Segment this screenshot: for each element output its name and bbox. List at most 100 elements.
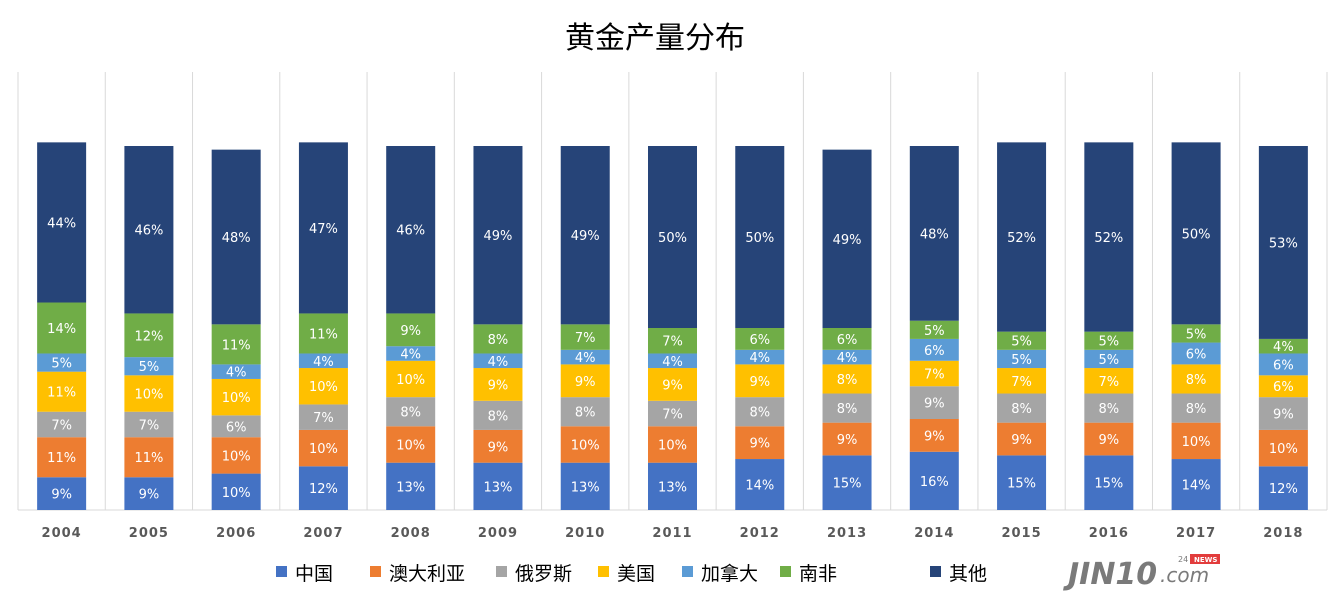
legend-swatch — [598, 566, 609, 577]
bar-segment — [473, 324, 523, 354]
data-label: 10% — [571, 438, 600, 453]
bar-segment — [735, 364, 785, 398]
data-label: 46% — [134, 224, 163, 239]
bar-segment — [37, 477, 87, 510]
bar-segment — [560, 397, 610, 427]
x-axis-ticks: 2004 2005 2006 2007 2008 2009 2010 2011 2012 2013… — [42, 526, 1303, 541]
bar-segment — [735, 328, 785, 350]
data-label: 49% — [484, 229, 513, 244]
data-label: 13% — [484, 480, 513, 495]
bar-segment — [37, 353, 87, 372]
legend-swatch — [276, 566, 287, 577]
bar-segment — [1171, 342, 1221, 365]
data-label: 10% — [396, 438, 425, 453]
logo-suffix: .com — [1160, 563, 1209, 587]
data-label: 8% — [837, 402, 858, 417]
bar-segment — [473, 462, 523, 510]
data-label: 14% — [1182, 479, 1211, 494]
data-label: 9% — [139, 488, 160, 503]
data-label: 8% — [1186, 373, 1207, 388]
bar-segment — [298, 429, 348, 467]
bar-segment — [560, 146, 610, 325]
data-label: 8% — [837, 373, 858, 388]
data-label: 7% — [1011, 375, 1032, 390]
x-tick-label: 2010 — [565, 526, 605, 541]
bar-segment — [648, 462, 697, 510]
legend-swatch — [496, 566, 507, 577]
data-label: 13% — [658, 480, 687, 495]
data-label: 7% — [313, 411, 334, 426]
data-label: 50% — [745, 231, 774, 246]
bar-segment — [997, 393, 1047, 423]
data-label: 47% — [309, 222, 338, 237]
bar-segment — [822, 422, 872, 456]
data-label: 6% — [1273, 358, 1294, 373]
data-label: 52% — [1094, 231, 1123, 246]
bar-segment — [909, 338, 959, 361]
bar-segment — [997, 349, 1047, 369]
bar-segment — [1258, 466, 1308, 510]
bar-segment — [735, 146, 785, 328]
data-label: 8% — [575, 406, 596, 421]
data-label: 9% — [749, 437, 770, 452]
bar-segment — [1084, 368, 1134, 394]
data-label: 9% — [51, 488, 72, 503]
data-label: 4% — [749, 351, 770, 366]
bar-segment — [124, 357, 174, 376]
bar-segment — [1084, 393, 1134, 423]
bar-segment — [909, 320, 959, 339]
bar-segment — [560, 364, 610, 398]
data-label: 7% — [139, 418, 160, 433]
bar-segment — [822, 455, 872, 510]
bar-segment — [386, 346, 436, 361]
data-label: 15% — [1007, 477, 1036, 492]
bar-segment — [386, 313, 436, 347]
data-label: 7% — [51, 418, 72, 433]
data-label: 8% — [1011, 402, 1032, 417]
data-label: 5% — [1186, 327, 1207, 342]
bar-segment — [735, 426, 785, 460]
x-tick-label: 2008 — [391, 526, 431, 541]
data-label: 4% — [575, 351, 596, 366]
data-label: 12% — [309, 482, 338, 497]
data-label: 6% — [1186, 347, 1207, 362]
bar-segment — [909, 360, 959, 387]
data-label: 4% — [226, 366, 247, 381]
data-label: 9% — [662, 378, 683, 393]
bar-segment — [298, 466, 348, 510]
bar-segment — [560, 349, 610, 365]
data-label: 5% — [924, 324, 945, 339]
bar-segment — [1171, 393, 1221, 423]
jin10-logo: JIN10 .com 24 NEWS — [1063, 554, 1220, 592]
data-label: 9% — [488, 440, 509, 455]
data-label: 50% — [658, 231, 687, 246]
bar-segment — [822, 328, 872, 350]
data-label: 5% — [51, 357, 72, 372]
bar-segment — [386, 397, 436, 427]
data-label: 4% — [662, 355, 683, 370]
data-label: 5% — [139, 360, 160, 375]
bar-segment — [648, 400, 697, 427]
data-label: 49% — [833, 233, 862, 248]
bar-segment — [1084, 422, 1134, 456]
data-label: 6% — [226, 420, 247, 435]
legend-label: 澳大利亚 — [389, 563, 465, 585]
data-label: 4% — [313, 355, 334, 370]
bar-segment — [386, 462, 436, 510]
bar-segment — [386, 360, 436, 398]
bar-segment — [909, 451, 959, 510]
logo-text: JIN10 — [1063, 557, 1157, 592]
data-label: 9% — [1099, 433, 1120, 448]
bar-segment — [1258, 146, 1308, 339]
data-label: 5% — [1011, 353, 1032, 368]
x-tick-label: 2012 — [740, 526, 780, 541]
data-label: 10% — [1182, 435, 1211, 450]
data-label: 4% — [1273, 340, 1294, 355]
x-tick-label: 2007 — [303, 526, 343, 541]
legend-label: 南非 — [799, 563, 837, 585]
data-label: 10% — [222, 449, 251, 464]
data-labels: 9% 11% 7% 11% 5% 14% 44% 9% 11% 7% 10% 5% 12% 46% 10% 1… — [47, 216, 1298, 502]
data-label: 44% — [47, 216, 76, 231]
data-label: 5% — [1011, 335, 1032, 350]
